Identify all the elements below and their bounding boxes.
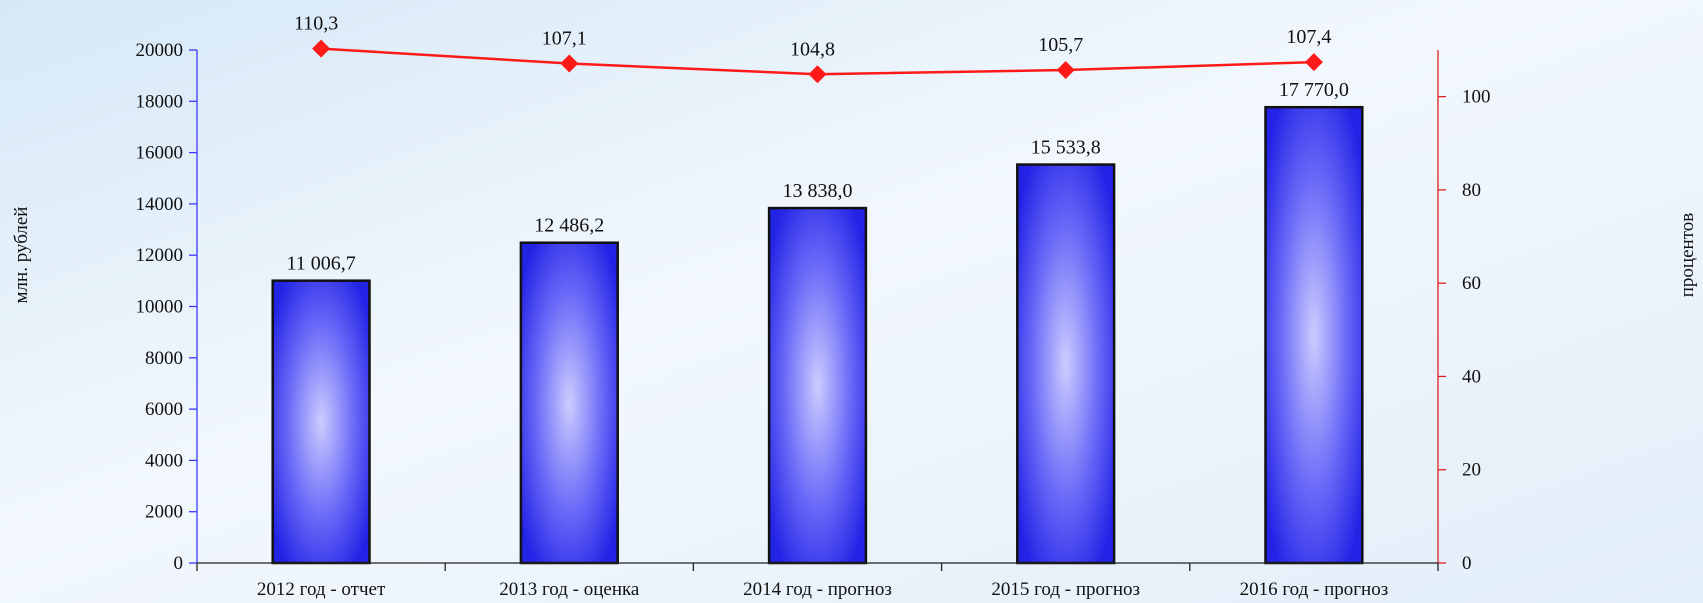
bar <box>767 206 868 565</box>
right-tick-label: 100 <box>1462 87 1491 108</box>
y2-axis-title: процентов <box>1677 213 1698 297</box>
x-axis: 2012 год - отчет 2013 год - оценка 2014 го… <box>196 562 1439 600</box>
bar-value-label: 12 486,2 <box>534 215 604 237</box>
line-series: 110,3 107,1 104,8 105,7 107,4 <box>294 13 1331 84</box>
left-tick-label: 8000 <box>145 348 183 369</box>
bar-value-label: 15 533,8 <box>1031 137 1101 159</box>
line-point <box>560 54 579 73</box>
line-point <box>1056 61 1075 80</box>
left-axis: 0 2000 4000 6000 8000 10000 12000 14000 16000 180… <box>136 40 198 574</box>
line-value-label: 105,7 <box>1038 34 1083 56</box>
left-tick-label: 10000 <box>136 297 184 318</box>
line-value-label: 104,8 <box>790 38 835 60</box>
right-tick-label: 20 <box>1462 460 1481 481</box>
left-tick-label: 2000 <box>145 502 183 523</box>
y-axis-title: млн. рублей <box>11 207 32 304</box>
bar-value-label: 11 006,7 <box>286 253 355 275</box>
left-tick-label: 18000 <box>136 91 184 112</box>
left-tick-label: 6000 <box>145 399 183 420</box>
bar <box>1264 105 1364 565</box>
right-tick-label: 60 <box>1462 273 1481 294</box>
x-tick-label: 2014 год - прогноз <box>743 579 892 600</box>
line-value-label: 107,4 <box>1286 26 1331 48</box>
line-value-label: 107,1 <box>542 28 587 50</box>
right-axis: 0 20 40 60 80 100 <box>1437 50 1491 574</box>
left-tick-label: 4000 <box>145 450 183 471</box>
left-tick-label: 20000 <box>136 40 184 61</box>
bar-value-label: 13 838,0 <box>783 180 853 202</box>
line-point <box>312 39 331 58</box>
bar-data-labels: 11 006,7 12 486,2 13 838,0 15 533,8 17 770,0 <box>286 79 1348 274</box>
left-tick-label: 0 <box>174 553 184 574</box>
line-point <box>1304 53 1323 72</box>
x-tick-label: 2015 год - прогноз <box>991 579 1140 600</box>
right-tick-label: 0 <box>1462 553 1472 574</box>
bar <box>519 241 619 565</box>
right-tick-label: 40 <box>1462 366 1481 387</box>
left-tick-label: 16000 <box>136 143 184 164</box>
x-tick-label: 2013 год - оценка <box>499 579 640 600</box>
bar <box>271 279 371 565</box>
left-tick-label: 12000 <box>136 245 184 266</box>
line-value-label: 110,3 <box>294 13 338 35</box>
line-point <box>808 65 827 84</box>
left-tick-label: 14000 <box>136 194 184 215</box>
bar-series <box>271 105 1364 565</box>
x-tick-label: 2012 год - отчет <box>257 579 386 600</box>
right-tick-label: 80 <box>1462 180 1481 201</box>
bar <box>1016 163 1116 565</box>
bar-value-label: 17 770,0 <box>1279 79 1349 101</box>
x-tick-label: 2016 год - прогноз <box>1240 579 1389 600</box>
